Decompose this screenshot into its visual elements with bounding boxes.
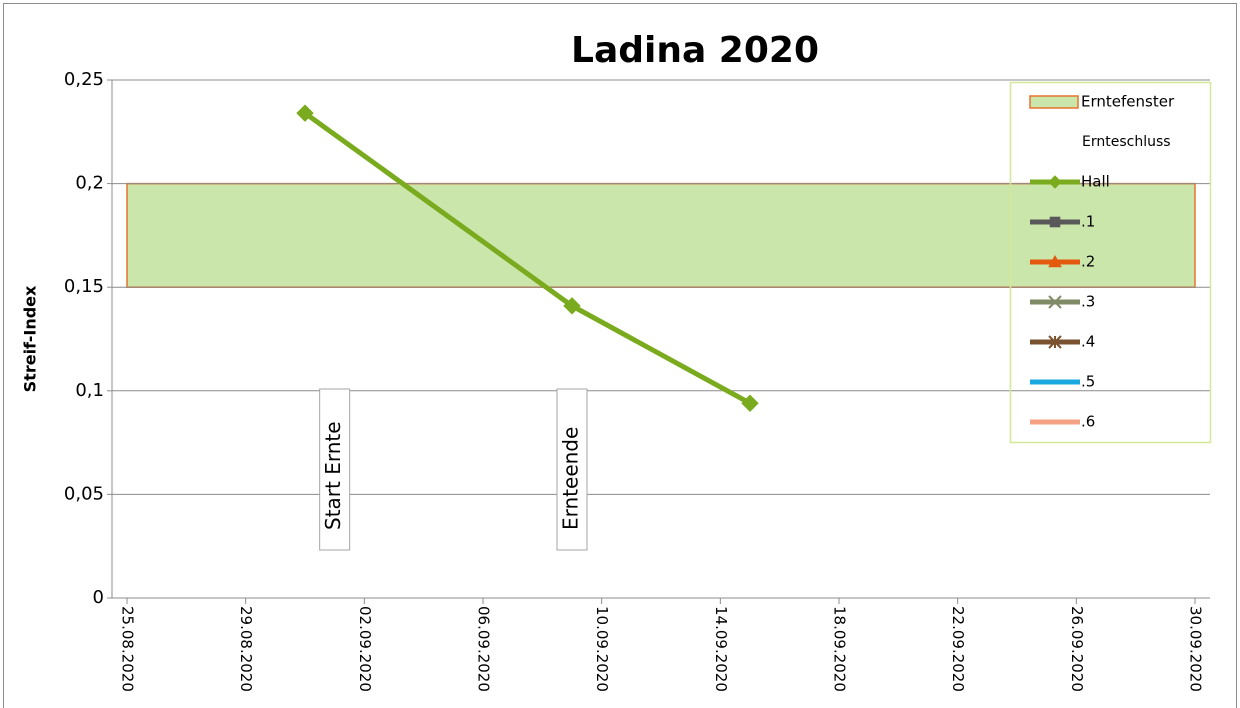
y-tick-label: 0 [93, 587, 104, 608]
legend-label: Erntefenster [1081, 93, 1175, 111]
data-point [296, 104, 314, 122]
legend-label: .3 [1081, 293, 1095, 311]
legend-label: .6 [1081, 413, 1095, 431]
legend-label: Ernteschluss [1082, 134, 1171, 150]
legend [1009, 81, 1212, 444]
chart-frame [3, 3, 1237, 708]
data-point [563, 297, 581, 315]
x-tick-label: 10.09.2020 [593, 606, 611, 692]
annotation-box [556, 388, 588, 551]
x-tick-label: 18.09.2020 [831, 606, 849, 692]
x-tick-label: 06.09.2020 [475, 606, 493, 692]
legend-swatch [1029, 95, 1079, 109]
legend-label: .2 [1081, 253, 1095, 271]
y-tick-label: 0,2 [75, 173, 104, 194]
x-tick-label: 30.09.2020 [1187, 606, 1205, 692]
legend-label: .5 [1081, 373, 1095, 391]
y-tick-label: 0,05 [64, 483, 104, 504]
x-tick-label: 22.09.2020 [949, 606, 967, 692]
y-tick-label: 0,1 [75, 380, 104, 401]
marker [1048, 175, 1062, 189]
legend-label: .1 [1081, 213, 1095, 231]
legend-label: .4 [1081, 333, 1095, 351]
x-tick-label: 29.08.2020 [237, 606, 255, 692]
marker [1048, 335, 1062, 349]
chart-title: Ladina 2020 [571, 30, 819, 71]
x-tick-label: 14.09.2020 [712, 606, 730, 692]
marker [1048, 254, 1062, 268]
y-tick-label: 0,25 [64, 69, 104, 90]
x-tick-label: 02.09.2020 [356, 606, 374, 692]
y-axis-label: Streif-Index [21, 285, 40, 392]
legend-label: Hall [1081, 173, 1110, 191]
x-tick-label: 26.09.2020 [1068, 606, 1086, 692]
annotation: Start Ernte [321, 421, 345, 530]
harvest-window [126, 182, 1196, 288]
x-tick-label: 25.08.2020 [119, 606, 137, 692]
y-tick-label: 0,15 [64, 276, 104, 297]
marker [1049, 216, 1061, 228]
annotation-box [319, 388, 351, 551]
data-point [741, 394, 759, 412]
marker [1048, 295, 1062, 309]
annotation: Ernteende [559, 427, 583, 530]
